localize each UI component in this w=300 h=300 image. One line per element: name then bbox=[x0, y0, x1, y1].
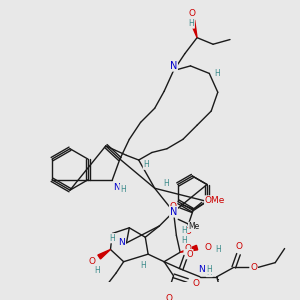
Text: N: N bbox=[118, 238, 125, 247]
Text: O: O bbox=[236, 242, 243, 251]
Text: H: H bbox=[206, 265, 212, 274]
Text: O: O bbox=[184, 244, 191, 253]
Text: N: N bbox=[170, 207, 177, 217]
Text: H: H bbox=[188, 19, 194, 28]
Text: O: O bbox=[250, 263, 257, 272]
Text: Me: Me bbox=[189, 222, 200, 231]
Text: H: H bbox=[143, 160, 149, 169]
Text: H: H bbox=[140, 261, 146, 270]
Text: H: H bbox=[215, 245, 221, 254]
Text: N: N bbox=[198, 265, 205, 274]
Text: N: N bbox=[113, 183, 119, 192]
Text: N: N bbox=[170, 61, 177, 71]
Text: H: H bbox=[214, 69, 220, 78]
Text: O: O bbox=[169, 202, 177, 211]
Text: H: H bbox=[110, 234, 115, 243]
Text: H: H bbox=[163, 179, 169, 188]
Text: O: O bbox=[88, 257, 95, 266]
Text: O: O bbox=[186, 250, 193, 259]
Text: O: O bbox=[205, 243, 212, 252]
Text: O: O bbox=[189, 9, 196, 18]
Text: H: H bbox=[94, 266, 100, 275]
Text: H: H bbox=[181, 226, 187, 235]
Polygon shape bbox=[98, 250, 110, 259]
Text: O: O bbox=[185, 227, 192, 236]
Text: H: H bbox=[120, 185, 126, 194]
Text: O: O bbox=[193, 279, 200, 288]
Text: H: H bbox=[181, 236, 187, 244]
Polygon shape bbox=[190, 20, 197, 38]
Text: OMe: OMe bbox=[205, 196, 225, 205]
Polygon shape bbox=[180, 245, 198, 252]
Text: O: O bbox=[165, 294, 172, 300]
Text: H: H bbox=[206, 268, 212, 277]
